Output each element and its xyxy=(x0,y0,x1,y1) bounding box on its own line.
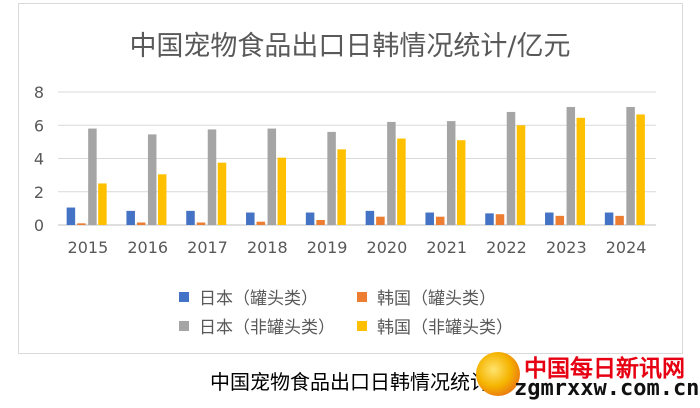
bar-japan-noncanned xyxy=(506,111,516,225)
bar-korea-canned xyxy=(615,215,624,225)
bar-japan-canned xyxy=(365,210,375,225)
watermark-title: 中国每日新讯网 xyxy=(524,356,685,382)
chart-title: 中国宠物食品出口日韩情况统计/亿元 xyxy=(129,31,571,62)
bar-japan-noncanned xyxy=(267,128,277,225)
x-tick-label: 2017 xyxy=(187,238,228,257)
watermark-url: zgmrxxw.com.cn xyxy=(514,376,700,401)
x-tick-label: 2019 xyxy=(307,238,348,257)
bar-japan-noncanned xyxy=(566,106,576,225)
bar-korea-canned xyxy=(316,220,325,225)
bar-korea-canned xyxy=(136,222,146,225)
bar-korea-canned xyxy=(495,214,505,225)
y-tick-label: 0 xyxy=(34,216,44,235)
bar-japan-canned xyxy=(305,212,315,225)
y-tick-label: 4 xyxy=(34,150,44,169)
bar-japan-noncanned xyxy=(147,134,157,225)
bar-korea-canned xyxy=(77,223,86,225)
bar-korea-noncanned xyxy=(337,149,346,225)
bar-japan-noncanned xyxy=(327,131,336,225)
bar-japan-canned xyxy=(485,213,494,225)
y-tick-label: 2 xyxy=(34,183,44,202)
bar-korea-noncanned xyxy=(516,125,526,225)
x-tick-label: 2015 xyxy=(68,238,109,257)
bar-japan-noncanned xyxy=(626,106,635,225)
bar-korea-noncanned xyxy=(576,117,586,225)
bar-korea-canned xyxy=(555,215,565,225)
bar-japan-noncanned xyxy=(387,121,396,225)
x-tick-label: 2023 xyxy=(546,238,587,257)
x-tick-label: 2022 xyxy=(486,238,527,257)
bar-korea-noncanned xyxy=(636,114,645,225)
bar-japan-canned xyxy=(545,212,554,225)
x-tick-label: 2016 xyxy=(127,238,168,257)
bar-japan-noncanned xyxy=(446,121,456,225)
bar-korea-canned xyxy=(256,221,266,225)
bar-korea-canned xyxy=(196,222,206,225)
bar-japan-noncanned xyxy=(88,128,97,225)
bar-korea-canned xyxy=(435,216,445,225)
bar-japan-noncanned xyxy=(207,129,217,225)
bar-japan-canned xyxy=(186,210,195,225)
bar-korea-noncanned xyxy=(217,162,227,225)
bar-japan-canned xyxy=(604,212,614,225)
x-tick-label: 2021 xyxy=(426,238,467,257)
bar-japan-canned xyxy=(66,207,76,225)
bar-korea-noncanned xyxy=(157,174,167,225)
bar-japan-canned xyxy=(425,212,434,225)
bar-korea-noncanned xyxy=(277,157,287,225)
x-tick-label: 2018 xyxy=(247,238,288,257)
y-tick-label: 8 xyxy=(34,83,44,102)
figure-caption: 中国宠物食品出口日韩情况统计 xyxy=(210,370,490,394)
bar-korea-noncanned xyxy=(397,138,406,225)
bar-japan-canned xyxy=(126,210,135,225)
x-tick-label: 2024 xyxy=(606,238,647,257)
watermark-logo xyxy=(476,352,520,396)
bar-korea-noncanned xyxy=(456,140,466,225)
bar-japan-canned xyxy=(246,212,255,225)
bar-korea-noncanned xyxy=(98,183,107,225)
bar-korea-canned xyxy=(376,216,385,225)
x-tick-label: 2020 xyxy=(367,238,408,257)
y-tick-label: 6 xyxy=(34,116,44,135)
